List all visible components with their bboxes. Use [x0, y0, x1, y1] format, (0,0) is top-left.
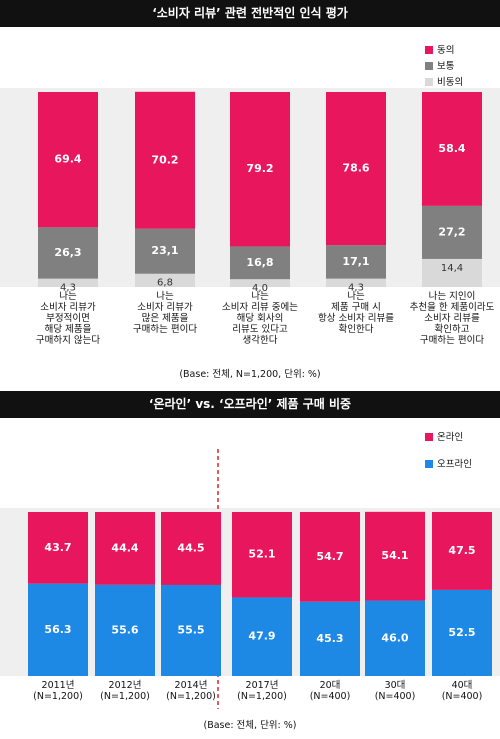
- data-label: 78.6: [342, 162, 369, 175]
- data-label: 6,8: [157, 278, 173, 289]
- bar-segment: [38, 92, 98, 228]
- data-label: 54.1: [381, 549, 408, 562]
- data-label: 44.4: [111, 541, 138, 554]
- legend-item: 보통: [425, 58, 454, 72]
- data-label: 27,2: [438, 225, 465, 238]
- footnote: (Base: 전체, N=1,200, 단위: %): [179, 369, 321, 380]
- legend-label: 오프라인: [437, 459, 472, 470]
- bar-segment: [161, 512, 221, 585]
- data-label: 26,3: [54, 246, 81, 259]
- data-label: 4,0: [252, 283, 268, 294]
- data-label: 55.6: [111, 623, 138, 636]
- chart-title: ‘소비자 리뷰’ 관련 전반적인 인식 평가: [0, 0, 500, 27]
- data-label: 4,3: [348, 283, 364, 294]
- category-label: 2017년 (N=1,200): [237, 680, 287, 702]
- bar-segment: [135, 91, 195, 229]
- bar-segment: [422, 258, 482, 287]
- bar-segment: [38, 227, 98, 279]
- legend-swatch: [425, 62, 433, 70]
- category-label: 나는 소비자 리뷰가 부정적이면 해당 제품을 구매하지 않는다: [35, 291, 101, 346]
- bar-segment: [135, 273, 195, 287]
- bar-segment: [365, 600, 425, 676]
- category-label: 2011년 (N=1,200): [33, 680, 83, 702]
- category-label: 20대 (N=400): [309, 680, 351, 702]
- chart-panel: ‘소비자 리뷰’ 관련 전반적인 인식 평가 4,3 26,3 69.4 6,8 23,1…: [0, 0, 500, 380]
- data-label: 14,4: [441, 263, 463, 274]
- legend-swatch: [425, 46, 433, 54]
- category-label: 나는 소비자 리뷰가 많은 제품을 구매하는 편이다: [132, 291, 198, 335]
- data-label: 44.5: [177, 541, 204, 554]
- legend-swatch: [425, 460, 433, 468]
- bar-segment: [28, 512, 88, 584]
- data-label: 47.9: [248, 630, 275, 643]
- legend-item: 온라인: [425, 429, 463, 443]
- bar-segment: [230, 92, 290, 247]
- legend-item: 비동의: [425, 74, 463, 88]
- data-label: 23,1: [151, 244, 178, 257]
- bar-segment: [432, 512, 492, 590]
- bar-segment: [300, 601, 360, 676]
- data-label: 46.0: [381, 631, 408, 644]
- data-label: 54.7: [316, 550, 343, 563]
- data-label: 56.3: [44, 623, 71, 636]
- data-label: 47.5: [448, 544, 475, 557]
- bar-segment: [95, 584, 155, 676]
- chart-panel: ‘온라인’ vs. ‘오프라인’ 제품 구매 비중 56.3 43.7 55.6 44.…: [0, 391, 500, 739]
- bar-segment: [28, 583, 88, 676]
- data-label: 52.1: [248, 548, 275, 561]
- category-label: 2012년 (N=1,200): [100, 680, 150, 702]
- category-label: 나는 제품 구매 시 항상 소비자 리뷰를 확인한다: [318, 291, 394, 335]
- bar-segment: [422, 205, 482, 259]
- data-label: 17,1: [342, 255, 369, 268]
- bar-segment: [38, 278, 98, 287]
- legend-item: 동의: [425, 42, 454, 56]
- data-label: 79.2: [246, 162, 273, 175]
- data-label: 16,8: [246, 256, 273, 269]
- bar-segment: [432, 589, 492, 676]
- category-label: 40대 (N=400): [441, 680, 483, 702]
- data-label: 45.3: [316, 632, 343, 645]
- bar-segment: [230, 279, 290, 287]
- legend-swatch: [425, 433, 433, 441]
- data-label: 69.4: [54, 153, 81, 166]
- category-label: 나는 소비자 리뷰 중에는 해당 회사의 리뷰도 있다고 생각한다: [222, 291, 298, 346]
- plot: 4,3 26,3 69.4 6,8 23,1 70.2 4,0 16,8 79.2 4,3 17,1…: [0, 88, 500, 294]
- data-label: 70.2: [151, 153, 178, 166]
- bar-segment: [232, 597, 292, 676]
- category-label: 2014년 (N=1,200): [166, 680, 216, 702]
- legend-label: 온라인: [437, 432, 464, 443]
- plot: 56.3 43.7 55.6 44.4 55.5 44.5 47.9 52.1 45.3 54.7…: [0, 449, 500, 709]
- bar-segment: [326, 278, 386, 287]
- category-label: 30대 (N=400): [374, 680, 416, 702]
- legend-label: 보통: [437, 61, 455, 72]
- bar-segment: [422, 92, 482, 206]
- legend-label: 동의: [437, 45, 455, 56]
- bar-segment: [326, 92, 386, 246]
- bar-segment: [161, 584, 221, 676]
- data-label: 52.5: [448, 626, 475, 639]
- bar-segment: [230, 246, 290, 280]
- data-label: 4,3: [60, 283, 76, 294]
- chart-title: ‘온라인’ vs. ‘오프라인’ 제품 구매 비중: [0, 391, 500, 418]
- data-label: 43.7: [44, 541, 71, 554]
- legend-swatch: [425, 78, 433, 86]
- legend-item: 오프라인: [425, 456, 472, 470]
- bar-segment: [365, 511, 425, 601]
- bar-segment: [300, 512, 360, 602]
- category-label: 나는 지인이 추천을 한 제품이라도 소비자 리뷰를 확인하고 구매하는 편이다: [409, 291, 495, 346]
- legend-label: 비동의: [437, 77, 464, 88]
- bar-segment: [326, 245, 386, 279]
- bar-segment: [135, 228, 195, 274]
- bar-segment: [232, 512, 292, 598]
- footnote: (Base: 전체, 단위: %): [203, 720, 297, 731]
- data-label: 55.5: [177, 623, 204, 636]
- bar-segment: [95, 512, 155, 585]
- data-label: 58.4: [438, 142, 465, 155]
